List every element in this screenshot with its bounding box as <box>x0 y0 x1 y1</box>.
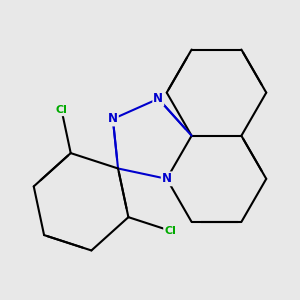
Text: Cl: Cl <box>56 105 68 115</box>
Text: N: N <box>108 112 118 125</box>
Text: Cl: Cl <box>164 226 176 236</box>
Text: N: N <box>162 172 172 185</box>
Text: N: N <box>153 92 163 105</box>
